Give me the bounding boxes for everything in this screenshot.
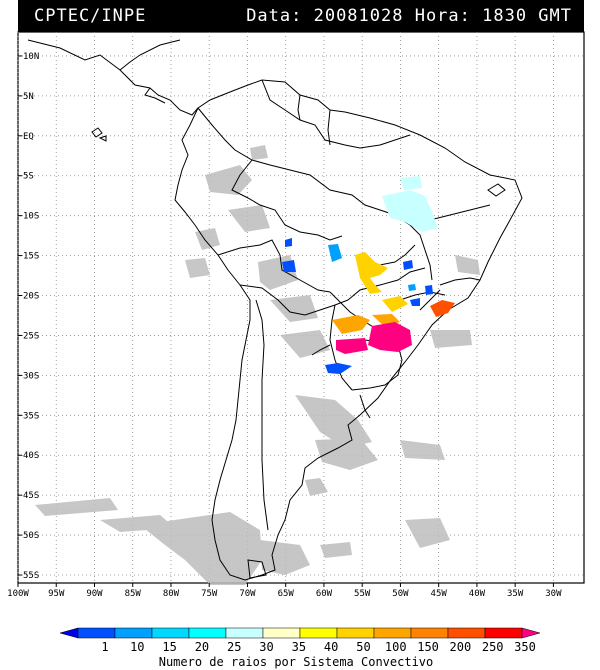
colorbar-swatch (521, 627, 541, 639)
header-source: CPTEC/INPE (34, 6, 147, 26)
colorbar-label: 10 (130, 640, 144, 654)
lon-tick-label: 80W (163, 589, 180, 599)
colorbar-swatch (151, 627, 190, 639)
colorbar-swatch (262, 627, 301, 639)
colorbar-label: 15 (162, 640, 176, 654)
lon-tick-label: 95W (48, 589, 65, 599)
lat-tick-label: 40S (23, 451, 39, 461)
lon-tick-label: 30W (545, 589, 562, 599)
lat-tick-label: 50S (23, 531, 39, 541)
lat-tick-label: 55S (23, 571, 39, 581)
lon-tick-label: 35W (507, 589, 524, 599)
lat-tick-label: 20S (23, 292, 39, 302)
colorbar-swatch (299, 627, 338, 639)
header-datetime: Data: 20081028 Hora: 1830 GMT (246, 6, 572, 26)
latitude-ticks: 10N 5N EQ 5S 10S 15S 20S 25S 30S 35S 40S 45S 50S 55S (18, 52, 39, 581)
colorbar-label: 25 (227, 640, 241, 654)
colorbar-label: 250 (482, 640, 504, 654)
lon-tick-label: 100W (7, 589, 29, 599)
lon-tick-label: 50W (392, 589, 409, 599)
colorbar-swatch (336, 627, 375, 639)
colorbar-swatch (225, 627, 264, 639)
lat-tick-label: 15S (23, 252, 39, 262)
lon-tick-label: 65W (278, 589, 295, 599)
colorbar-swatch (447, 627, 486, 639)
lat-tick-label: 5N (23, 92, 34, 102)
lon-tick-label: 75W (201, 589, 218, 599)
lat-tick-label: 10S (23, 212, 39, 222)
colorbar-swatch (114, 627, 153, 639)
colorbar-label: 100 (385, 640, 407, 654)
islands (91, 127, 506, 579)
map-header: CPTEC/INPE Data: 20081028 Hora: 1830 GMT (18, 0, 584, 32)
colorbar-label: 150 (417, 640, 439, 654)
convective-systems (282, 176, 455, 374)
lon-tick-label: 70W (239, 589, 256, 599)
colorbar-label: 200 (450, 640, 472, 654)
colorbar-label: 20 (195, 640, 209, 654)
country-borders (27, 39, 523, 581)
lat-tick-label: EQ (23, 132, 34, 142)
colorbar: 1 10 15 20 25 30 35 40 50 100 150 200 250 350 (59, 627, 541, 654)
lat-tick-label: 45S (23, 491, 39, 501)
colorbar-title: Numero de raios por Sistema Convectivo (159, 655, 434, 669)
colorbar-label: 30 (259, 640, 273, 654)
colorbar-swatch (188, 627, 227, 639)
lon-tick-label: 90W (86, 589, 103, 599)
lon-tick-label: 55W (354, 589, 371, 599)
colorbar-swatch (373, 627, 412, 639)
colorbar-swatch (59, 627, 79, 639)
longitude-ticks: 100W 95W 90W 85W 80W 75W 70W 65W 60W 55W 50W 45W 40W… (7, 583, 562, 599)
lat-tick-label: 25S (23, 331, 39, 341)
colorbar-swatch (410, 627, 449, 639)
lat-tick-label: 5S (23, 172, 34, 182)
colorbar-label: 1 (101, 640, 108, 654)
lon-tick-label: 45W (431, 589, 448, 599)
colorbar-label: 35 (292, 640, 306, 654)
colorbar-swatch (484, 627, 523, 639)
cloud-cover (35, 145, 480, 585)
colorbar-label: 350 (514, 640, 536, 654)
lat-tick-label: 10N (23, 52, 39, 62)
lon-tick-label: 40W (469, 589, 486, 599)
lat-tick-label: 30S (23, 371, 39, 381)
colorbar-label: 40 (324, 640, 338, 654)
colorbar-label: 50 (356, 640, 370, 654)
colorbar-swatch (77, 627, 116, 639)
lon-tick-label: 85W (125, 589, 142, 599)
lon-tick-label: 60W (316, 589, 333, 599)
lat-tick-label: 35S (23, 411, 39, 421)
